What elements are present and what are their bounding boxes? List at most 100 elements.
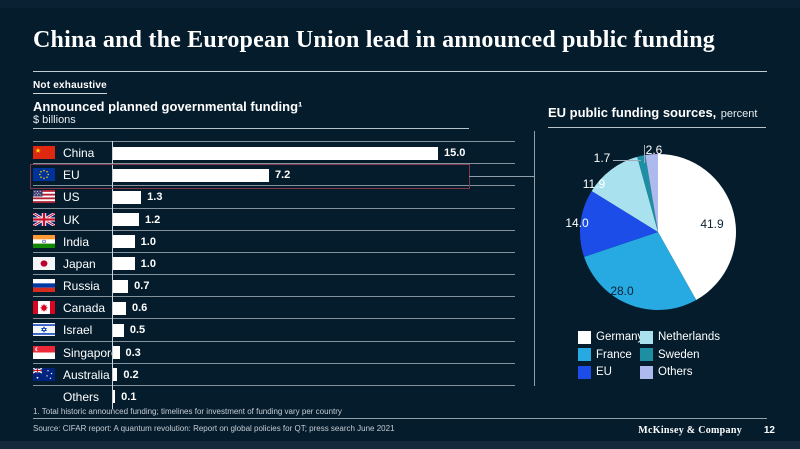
funding-bar [113, 168, 269, 182]
country-label: EU [63, 168, 80, 183]
top-strip [0, 0, 800, 8]
funding-value: 0.2 [123, 368, 139, 381]
bar-row-russia: Russia 0.7 [33, 274, 515, 297]
bar-row-israel: Israel 0.5 [33, 318, 515, 341]
legend-swatch [578, 330, 591, 344]
funding-value: 1.2 [145, 213, 161, 226]
pie-legend: Germany France EU Netherlands Sweden Others [578, 330, 778, 386]
pie-chart-subtitle: percent [720, 108, 758, 120]
legend-swatch [578, 348, 591, 361]
funding-bar [113, 213, 139, 226]
legend-label: France [596, 348, 632, 361]
pie-value-label-germany: 41.9 [700, 217, 724, 231]
country-label: Israel [63, 323, 93, 338]
pie-slice-france [584, 232, 697, 310]
country-label: Singapore [63, 345, 118, 360]
title-rule [33, 71, 767, 72]
pie-chart-header-rule [548, 127, 766, 128]
not-exhaustive-label: Not exhaustive [33, 80, 107, 94]
bar-row-china: China 15.0 [33, 141, 515, 164]
china-flag-icon [33, 146, 55, 159]
legend-item-netherlands: Netherlands [640, 330, 720, 344]
funding-bar [113, 190, 142, 204]
legend-label: Others [658, 366, 693, 378]
others-leader-line [644, 145, 645, 163]
funding-value: 1.0 [140, 235, 156, 248]
country-label: Russia [63, 279, 100, 294]
bar-chart-header-rule [33, 128, 469, 129]
funding-value: 0.1 [121, 390, 137, 403]
bar-row-canada: Canada 0.6 [33, 296, 515, 319]
bar-chart-header: Announced planned governmental funding¹ … [33, 99, 469, 127]
page-title: China and the European Union lead in ann… [33, 27, 716, 53]
funding-value: 0.5 [129, 324, 146, 337]
funding-bar [113, 346, 120, 360]
canada-flag-icon [33, 301, 55, 315]
sweden-leader-line [613, 160, 641, 161]
country-label: Japan [63, 256, 96, 271]
pie-chart [580, 154, 736, 310]
bar-row-australia: Australia 0.2 [33, 362, 515, 386]
legend-item-others: Others [640, 365, 693, 379]
bottom-strip [0, 441, 800, 449]
pie-value-label-sweden: 1.7 [593, 151, 611, 165]
australia-flag-icon [33, 367, 55, 381]
country-label: Others [63, 389, 100, 404]
bar-row-us: US 1.3 [33, 185, 515, 208]
eu-connector-line [469, 175, 534, 177]
uk-flag-icon [33, 212, 55, 226]
funding-bar [113, 257, 135, 271]
pie-slice-netherlands [591, 156, 658, 232]
legend-swatch [640, 330, 653, 344]
legend-label: Netherlands [658, 331, 721, 343]
country-label: UK [63, 212, 80, 227]
legend-label: Sweden [658, 348, 700, 361]
bar-row-japan: Japan 1.0 [33, 251, 515, 275]
eu-flag-icon [33, 168, 55, 182]
pie-value-label-others: 2.6 [645, 143, 663, 157]
pie-slice-germany [658, 154, 736, 301]
country-label: Canada [63, 301, 106, 316]
legend-item-sweden: Sweden [640, 348, 700, 362]
bar-row-uk: UK 1.2 [33, 207, 515, 231]
singapore-flag-icon [33, 345, 55, 359]
russia-flag-icon [33, 279, 55, 293]
funding-value: 1.0 [140, 257, 156, 270]
legend-item-germany: Germany [578, 330, 643, 344]
pie-value-label-eu: 14.0 [565, 216, 589, 230]
pie-slice-eu [580, 190, 658, 257]
page-number: 12 [763, 425, 775, 436]
pie-slice-others [645, 154, 658, 232]
legend-label: EU [596, 366, 612, 378]
legend-item-eu: EU [578, 365, 612, 379]
legend-swatch [640, 365, 653, 379]
us-flag-icon [33, 190, 55, 204]
mckinsey-wordmark: McKinsey & Company [638, 425, 742, 436]
pie-slice-sweden [637, 155, 658, 232]
bar-chart-title: Announced planned governmental funding¹ [33, 99, 303, 114]
bar-chart-axis-line [112, 141, 113, 409]
pie-value-label-netherlands: 11.9 [582, 177, 606, 191]
footnote: 1. Total historic announced funding; tim… [33, 407, 342, 416]
bar-row-singapore: Singapore 0.3 [33, 340, 515, 364]
country-label: India [63, 234, 90, 249]
pie-chart-header: EU public funding sources, percent [548, 104, 768, 122]
legend-item-france: France [578, 348, 632, 362]
funding-bar [113, 390, 116, 404]
bar-chart-subtitle: $ billions [33, 114, 76, 126]
section-divider-line [534, 131, 535, 386]
pie-chart-title: EU public funding sources, [548, 105, 717, 120]
eu-highlight-box [30, 163, 470, 189]
funding-value: 0.3 [125, 346, 141, 359]
funding-value: 1.3 [147, 191, 163, 204]
legend-label: Germany [596, 331, 644, 343]
funding-bar [113, 279, 129, 293]
legend-swatch [640, 348, 653, 361]
pie-value-label-france: 28.0 [610, 284, 634, 298]
funding-value: 15.0 [444, 147, 466, 159]
bar-row-india: India 1.0 [33, 229, 515, 253]
country-label: US [63, 190, 80, 205]
japan-flag-icon [33, 256, 55, 270]
funding-value: 0.6 [132, 302, 148, 315]
funding-value: 7.2 [275, 169, 291, 182]
